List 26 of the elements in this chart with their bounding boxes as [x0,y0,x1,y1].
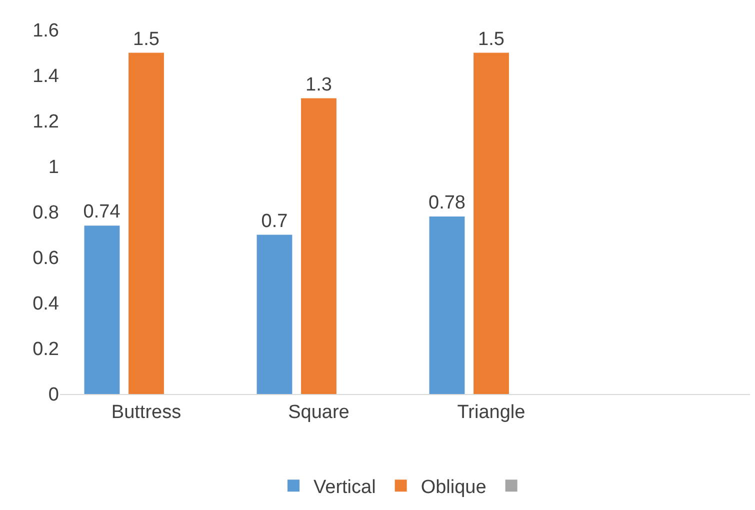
y-tick-label: 1.6 [32,20,59,42]
data-label: 1.5 [133,28,160,50]
data-label: 0.78 [428,192,466,214]
x-tick-label: Square [288,402,350,423]
bar [84,226,120,394]
y-tick-label: 1.2 [32,112,59,133]
bar [256,234,292,394]
x-tick-label: Triangle [457,402,526,423]
legend-label: Oblique [420,477,486,498]
bar [429,216,465,394]
bar [474,52,509,394]
y-tick-label: 0.4 [32,294,60,315]
legend-label: Vertical [314,477,376,498]
bar [301,98,336,394]
y-tick-label: 0 [48,384,59,406]
x-tick-label: Buttress [111,402,182,423]
y-tick-label: 1 [48,157,59,178]
y-tick-label: 0.2 [32,339,59,360]
y-tick-label: 0.6 [32,248,59,270]
y-tick-label: 1.4 [32,66,60,88]
data-label: 1.5 [478,28,504,50]
y-tick-label: 0.8 [32,202,59,224]
data-label: 0.74 [83,202,121,223]
bar [128,52,164,394]
data-label: 0.7 [261,210,288,232]
data-label: 1.3 [306,74,332,96]
